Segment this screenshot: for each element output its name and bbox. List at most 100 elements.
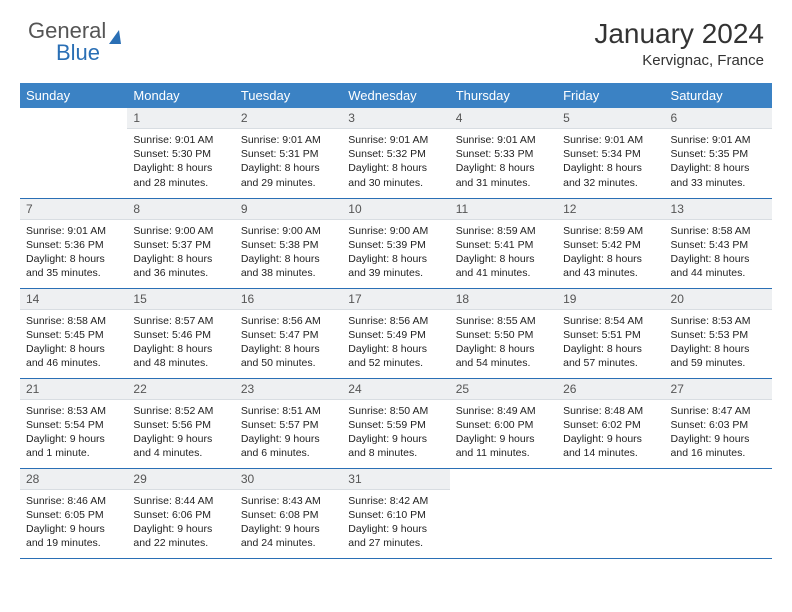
daylight-text: Daylight: 8 hours and 39 minutes. (348, 252, 443, 280)
day-body: Sunrise: 8:49 AMSunset: 6:00 PMDaylight:… (450, 400, 557, 467)
sunset-text: Sunset: 5:53 PM (671, 328, 766, 342)
calendar-cell: 16Sunrise: 8:56 AMSunset: 5:47 PMDayligh… (235, 288, 342, 378)
day-number: 22 (127, 379, 234, 400)
daylight-text: Daylight: 8 hours and 30 minutes. (348, 161, 443, 189)
daylight-text: Daylight: 8 hours and 35 minutes. (26, 252, 121, 280)
sunset-text: Sunset: 5:36 PM (26, 238, 121, 252)
logo-triangle-icon (109, 30, 121, 44)
calendar-cell: 3Sunrise: 9:01 AMSunset: 5:32 PMDaylight… (342, 108, 449, 198)
weekday-header: Tuesday (235, 83, 342, 108)
sunrise-text: Sunrise: 8:42 AM (348, 494, 443, 508)
sunrise-text: Sunrise: 8:59 AM (456, 224, 551, 238)
daylight-text: Daylight: 9 hours and 22 minutes. (133, 522, 228, 550)
day-number: 26 (557, 379, 664, 400)
calendar-head: SundayMondayTuesdayWednesdayThursdayFrid… (20, 83, 772, 108)
calendar-cell: 14Sunrise: 8:58 AMSunset: 5:45 PMDayligh… (20, 288, 127, 378)
daylight-text: Daylight: 9 hours and 27 minutes. (348, 522, 443, 550)
daylight-text: Daylight: 9 hours and 8 minutes. (348, 432, 443, 460)
sunrise-text: Sunrise: 8:49 AM (456, 404, 551, 418)
day-body: Sunrise: 8:48 AMSunset: 6:02 PMDaylight:… (557, 400, 664, 467)
day-number: 14 (20, 289, 127, 310)
day-body: Sunrise: 8:47 AMSunset: 6:03 PMDaylight:… (665, 400, 772, 467)
weekday-header: Friday (557, 83, 664, 108)
sunset-text: Sunset: 6:06 PM (133, 508, 228, 522)
daylight-text: Daylight: 8 hours and 52 minutes. (348, 342, 443, 370)
day-body: Sunrise: 8:44 AMSunset: 6:06 PMDaylight:… (127, 490, 234, 557)
sunrise-text: Sunrise: 8:58 AM (26, 314, 121, 328)
day-number: 5 (557, 108, 664, 129)
daylight-text: Daylight: 9 hours and 14 minutes. (563, 432, 658, 460)
calendar-cell: 30Sunrise: 8:43 AMSunset: 6:08 PMDayligh… (235, 468, 342, 558)
sunset-text: Sunset: 5:32 PM (348, 147, 443, 161)
sunrise-text: Sunrise: 8:58 AM (671, 224, 766, 238)
sunset-text: Sunset: 6:08 PM (241, 508, 336, 522)
daylight-text: Daylight: 8 hours and 36 minutes. (133, 252, 228, 280)
sunrise-text: Sunrise: 8:48 AM (563, 404, 658, 418)
day-body: Sunrise: 8:55 AMSunset: 5:50 PMDaylight:… (450, 310, 557, 377)
daylight-text: Daylight: 8 hours and 46 minutes. (26, 342, 121, 370)
day-number: 16 (235, 289, 342, 310)
calendar-cell-empty (20, 108, 127, 198)
calendar-cell: 4Sunrise: 9:01 AMSunset: 5:33 PMDaylight… (450, 108, 557, 198)
daylight-text: Daylight: 9 hours and 1 minute. (26, 432, 121, 460)
sunset-text: Sunset: 5:35 PM (671, 147, 766, 161)
day-number: 13 (665, 199, 772, 220)
daylight-text: Daylight: 8 hours and 32 minutes. (563, 161, 658, 189)
calendar-row: 21Sunrise: 8:53 AMSunset: 5:54 PMDayligh… (20, 378, 772, 468)
calendar-cell: 17Sunrise: 8:56 AMSunset: 5:49 PMDayligh… (342, 288, 449, 378)
calendar-body: 1Sunrise: 9:01 AMSunset: 5:30 PMDaylight… (20, 108, 772, 558)
sunrise-text: Sunrise: 8:43 AM (241, 494, 336, 508)
sunset-text: Sunset: 5:47 PM (241, 328, 336, 342)
day-number: 29 (127, 469, 234, 490)
calendar-cell: 1Sunrise: 9:01 AMSunset: 5:30 PMDaylight… (127, 108, 234, 198)
sunrise-text: Sunrise: 9:01 AM (563, 133, 658, 147)
sunset-text: Sunset: 6:10 PM (348, 508, 443, 522)
calendar-cell: 31Sunrise: 8:42 AMSunset: 6:10 PMDayligh… (342, 468, 449, 558)
day-body: Sunrise: 9:01 AMSunset: 5:35 PMDaylight:… (665, 129, 772, 196)
sunset-text: Sunset: 5:49 PM (348, 328, 443, 342)
calendar-cell: 9Sunrise: 9:00 AMSunset: 5:38 PMDaylight… (235, 198, 342, 288)
day-number: 10 (342, 199, 449, 220)
sunset-text: Sunset: 6:02 PM (563, 418, 658, 432)
sunrise-text: Sunrise: 9:00 AM (133, 224, 228, 238)
sunset-text: Sunset: 5:34 PM (563, 147, 658, 161)
calendar-cell: 13Sunrise: 8:58 AMSunset: 5:43 PMDayligh… (665, 198, 772, 288)
header: General Blue January 2024 Kervignac, Fra… (0, 0, 792, 77)
calendar-table: SundayMondayTuesdayWednesdayThursdayFrid… (20, 83, 772, 559)
daylight-text: Daylight: 9 hours and 11 minutes. (456, 432, 551, 460)
sunrise-text: Sunrise: 8:51 AM (241, 404, 336, 418)
daylight-text: Daylight: 9 hours and 16 minutes. (671, 432, 766, 460)
day-number: 21 (20, 379, 127, 400)
day-body: Sunrise: 8:54 AMSunset: 5:51 PMDaylight:… (557, 310, 664, 377)
weekday-header: Sunday (20, 83, 127, 108)
sunrise-text: Sunrise: 9:01 AM (133, 133, 228, 147)
daylight-text: Daylight: 9 hours and 19 minutes. (26, 522, 121, 550)
daylight-text: Daylight: 8 hours and 28 minutes. (133, 161, 228, 189)
sunset-text: Sunset: 5:41 PM (456, 238, 551, 252)
calendar-cell: 27Sunrise: 8:47 AMSunset: 6:03 PMDayligh… (665, 378, 772, 468)
sunset-text: Sunset: 5:57 PM (241, 418, 336, 432)
calendar-cell: 11Sunrise: 8:59 AMSunset: 5:41 PMDayligh… (450, 198, 557, 288)
day-body: Sunrise: 8:53 AMSunset: 5:54 PMDaylight:… (20, 400, 127, 467)
sunrise-text: Sunrise: 8:59 AM (563, 224, 658, 238)
day-number: 24 (342, 379, 449, 400)
sunset-text: Sunset: 5:39 PM (348, 238, 443, 252)
daylight-text: Daylight: 8 hours and 38 minutes. (241, 252, 336, 280)
day-number: 20 (665, 289, 772, 310)
sunrise-text: Sunrise: 8:50 AM (348, 404, 443, 418)
day-number: 6 (665, 108, 772, 129)
calendar-cell: 15Sunrise: 8:57 AMSunset: 5:46 PMDayligh… (127, 288, 234, 378)
daylight-text: Daylight: 8 hours and 50 minutes. (241, 342, 336, 370)
day-number: 25 (450, 379, 557, 400)
sunrise-text: Sunrise: 9:01 AM (241, 133, 336, 147)
day-body: Sunrise: 8:56 AMSunset: 5:49 PMDaylight:… (342, 310, 449, 377)
sunset-text: Sunset: 5:37 PM (133, 238, 228, 252)
sunset-text: Sunset: 6:03 PM (671, 418, 766, 432)
day-body: Sunrise: 8:42 AMSunset: 6:10 PMDaylight:… (342, 490, 449, 557)
sunset-text: Sunset: 5:46 PM (133, 328, 228, 342)
calendar-row: 28Sunrise: 8:46 AMSunset: 6:05 PMDayligh… (20, 468, 772, 558)
daylight-text: Daylight: 8 hours and 44 minutes. (671, 252, 766, 280)
sunset-text: Sunset: 5:50 PM (456, 328, 551, 342)
daylight-text: Daylight: 8 hours and 41 minutes. (456, 252, 551, 280)
sunset-text: Sunset: 5:56 PM (133, 418, 228, 432)
